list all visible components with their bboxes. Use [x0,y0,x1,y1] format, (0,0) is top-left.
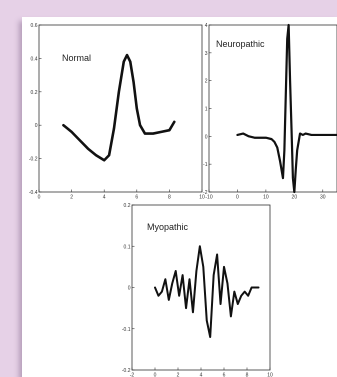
normal-y-tick-label: 0.2 [31,90,38,96]
myopathic-x-tick-label: 0 [154,373,157,377]
neuropathic-x-tick-label: 30 [320,195,326,201]
normal-y-tick-label: 0 [35,123,38,129]
myopathic-x-tick-label: -2 [130,373,135,377]
myopathic-y-tick-label: 0.2 [124,203,131,209]
panel-myopathic: -2 0 2 4 6 8 10 -0.2 -0.1 0 0.1 0.2 Myopathic [122,203,273,377]
normal-x-tick-label: 0 [38,195,41,201]
normal-y-tick-label: -0.4 [29,190,38,196]
normal-x-tick-label: 4 [103,195,106,201]
neuropathic-y-tick-label: -2 [203,190,208,196]
neuropathic-x-tick-label: -10 [205,195,212,201]
myopathic-x-tick-label: 2 [177,373,180,377]
normal-panel-title: Normal [62,53,91,63]
emg-figure: 0 2 4 6 8 10 -0.4 -0.2 0 0.2 0.4 0.6 Normal -10 0 10 20 3… [22,17,337,377]
myopathic-x-tick-label: 6 [223,373,226,377]
myopathic-y-tick-label: 0 [128,286,131,292]
neuropathic-plot-frame [208,24,337,193]
normal-x-tick-label: 2 [70,195,73,201]
myopathic-x-tick-label: 4 [200,373,203,377]
neuropathic-panel-title: Neuropathic [216,39,265,49]
neuropathic-y-tick-label: 0 [205,134,208,140]
neuropathic-x-tick-label: 20 [292,195,298,201]
normal-plot-frame [38,24,203,193]
normal-y-tick-label: 0.6 [31,23,38,29]
myopathic-y-tick-label: -0.1 [122,327,131,333]
normal-x-tick-label: 8 [168,195,171,201]
myopathic-y-tick-label: 0.1 [124,244,131,250]
neuropathic-y-tick-label: -1 [203,162,208,168]
normal-x-tick-label: 10 [199,195,205,201]
neuropathic-x-tick-label: 0 [236,195,239,201]
normal-x-tick-label: 6 [135,195,138,201]
neuropathic-y-tick-label: 2 [205,79,208,85]
normal-y-tick-label: -0.2 [29,157,38,163]
neuropathic-trace-line [236,23,337,194]
myopathic-trace-line [154,245,260,338]
neuropathic-y-tick-label: 4 [205,23,208,29]
neuropathic-y-tick-label: 3 [205,51,208,57]
neuropathic-y-tick-label: 1 [205,107,208,113]
myopathic-panel-title: Myopathic [147,222,189,232]
myopathic-x-tick-label: 10 [267,373,273,377]
myopathic-x-tick-label: 8 [246,373,249,377]
neuropathic-x-tick-label: 10 [263,195,269,201]
myopathic-y-tick-label: -0.2 [122,368,131,374]
normal-trace-line [62,53,176,162]
normal-y-tick-label: 0.4 [31,56,38,62]
